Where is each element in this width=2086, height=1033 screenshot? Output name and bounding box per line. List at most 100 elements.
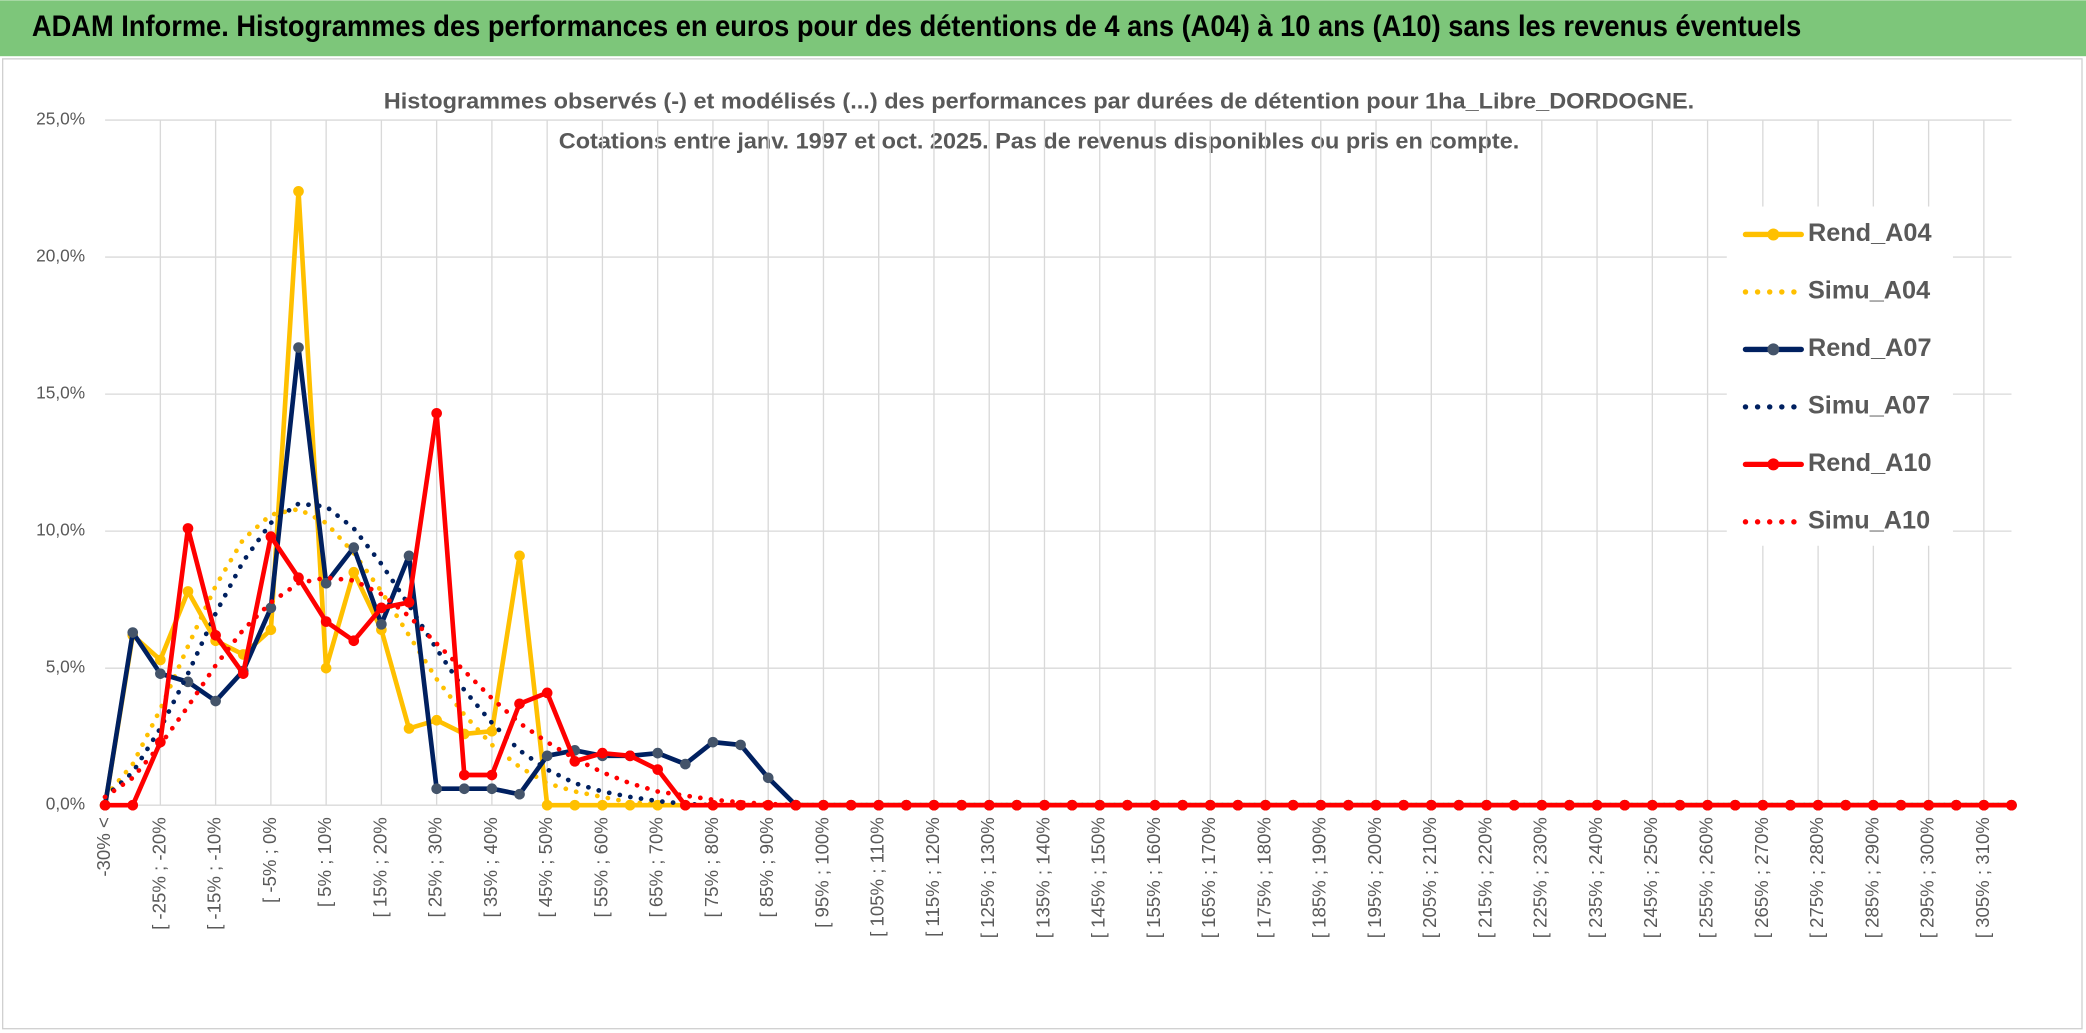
x-tick-label: [ 15% ; 20% [369, 817, 390, 917]
series-marker [293, 185, 304, 197]
series-marker [458, 769, 470, 781]
x-tick-label: [ 65% ; 70% [646, 817, 667, 917]
series-marker [1508, 799, 1520, 811]
series-marker [1591, 799, 1603, 811]
series-marker [928, 799, 940, 811]
series-marker [1895, 799, 1907, 811]
x-tick-label: [ 285% ; 290% [1861, 817, 1882, 938]
x-tick-label: [ 175% ; 180% [1253, 817, 1274, 938]
x-tick-label: [ 265% ; 270% [1751, 817, 1772, 938]
x-tick-label: [ 105% ; 110% [867, 817, 888, 937]
series-line [102, 575, 2014, 808]
series-marker [99, 799, 111, 811]
x-tick-label: [ 35% ; 40% [480, 817, 501, 917]
x-tick-label: [ 185% ; 190% [1309, 817, 1330, 938]
series-marker [707, 799, 719, 811]
series-marker [597, 799, 608, 811]
series-marker [376, 602, 387, 614]
x-tick-label: [ -25% ; -20% [148, 817, 169, 930]
y-tick-label: 25,0% [36, 109, 85, 129]
x-tick-label: [ 205% ; 210% [1419, 817, 1440, 938]
series-marker [1453, 799, 1465, 811]
y-tick-label: 5,0% [46, 657, 85, 677]
x-tick-label: [ 305% ; 310% [1972, 817, 1993, 938]
series-marker [1260, 799, 1271, 811]
legend-marker [1767, 458, 1780, 471]
series-marker [818, 799, 829, 811]
series-marker [431, 714, 442, 726]
y-tick-label: 15,0% [36, 383, 85, 403]
series-marker [1204, 799, 1216, 811]
chart-frame [1, 58, 2083, 1030]
x-tick-label: [ 235% ; 240% [1585, 817, 1606, 938]
series-marker [320, 662, 332, 674]
legend-label: Rend_A04 [1808, 219, 1932, 247]
series-marker [541, 687, 553, 699]
x-tick-label: [ 295% ; 300% [1917, 817, 1938, 938]
series-marker [431, 407, 442, 419]
series-marker [210, 629, 221, 641]
series-marker [679, 758, 691, 770]
series-marker [514, 788, 525, 800]
series-marker [1702, 799, 1713, 811]
legend-label: Simu_A07 [1808, 392, 1930, 420]
y-tick-label: 0,0% [46, 794, 85, 814]
series-marker [265, 624, 277, 636]
series-marker [956, 799, 967, 811]
series-marker [431, 783, 442, 795]
x-tick-label: [ 195% ; 200% [1364, 817, 1385, 938]
series-marker [1315, 799, 1327, 811]
x-tick-label: -30% < [93, 817, 114, 876]
series-marker [155, 668, 166, 679]
series-marker [735, 739, 746, 751]
series-marker [624, 750, 636, 762]
series-marker [210, 695, 221, 707]
x-tick-label: [ 245% ; 250% [1640, 817, 1661, 938]
series-marker [569, 799, 581, 811]
legend-marker [1767, 228, 1780, 241]
series-marker [320, 616, 332, 627]
x-tick-label: [ 145% ; 150% [1088, 817, 1109, 938]
series-marker [1564, 799, 1575, 811]
legend-label: Rend_A10 [1808, 449, 1932, 477]
series-marker [293, 572, 304, 584]
series-marker [182, 523, 194, 534]
series-marker [1950, 799, 1962, 811]
legend-marker [1767, 343, 1780, 356]
series-marker [1370, 799, 1382, 811]
series-marker [320, 577, 332, 589]
x-tick-label: [ 115% ; 120% [922, 817, 943, 937]
series-marker [376, 618, 387, 630]
series-marker [127, 799, 139, 811]
series-marker [652, 764, 663, 775]
header-bar [0, 0, 2086, 57]
chart-subtitle: Cotations entre janv. 1997 et oct. 2025.… [559, 129, 1520, 154]
x-tick-label: [ -5% ; 0% [259, 817, 280, 903]
series-marker [1066, 799, 1078, 811]
series-marker [486, 783, 498, 795]
series-marker [293, 342, 304, 353]
legend-label: Simu_A10 [1808, 506, 1930, 534]
header-title: ADAM Informe. Histogrammes des performan… [32, 11, 1801, 43]
series-marker [348, 542, 360, 553]
series-marker [403, 723, 415, 734]
series-marker [265, 602, 277, 614]
x-tick-label: [ 155% ; 160% [1143, 817, 1164, 938]
legend-box [1726, 206, 1953, 546]
series-marker [1149, 799, 1161, 811]
x-tick-label: [ 225% ; 230% [1530, 817, 1551, 938]
series-marker [486, 769, 498, 781]
x-tick-label: [ 45% ; 50% [535, 817, 556, 917]
x-tick-label: [ 25% ; 30% [425, 817, 446, 917]
x-tick-label: [ 135% ; 140% [1032, 817, 1053, 938]
series-marker [873, 799, 885, 811]
series-marker [679, 799, 691, 811]
x-tick-label: [ 95% ; 100% [811, 817, 832, 928]
y-tick-label: 10,0% [36, 520, 85, 540]
series-marker [1840, 799, 1852, 811]
series-marker [1122, 799, 1133, 811]
x-tick-label: [ 215% ; 220% [1474, 817, 1495, 938]
series-marker [403, 550, 415, 562]
series-marker [707, 736, 719, 748]
